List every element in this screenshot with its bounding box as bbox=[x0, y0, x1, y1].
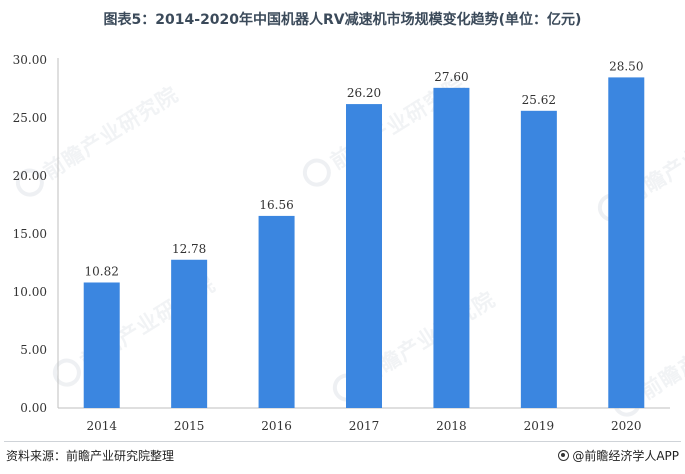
data-label: 12.78 bbox=[172, 242, 206, 256]
y-tick-label: 10.00 bbox=[13, 285, 47, 299]
x-tick-label: 2015 bbox=[174, 419, 205, 433]
bar bbox=[346, 104, 382, 408]
bar bbox=[258, 215, 295, 408]
y-tick-label: 5.00 bbox=[20, 343, 47, 357]
y-tick-label: 30.00 bbox=[13, 53, 47, 67]
data-label: 25.62 bbox=[522, 93, 556, 107]
bar bbox=[520, 110, 557, 409]
x-tick-label: 2018 bbox=[436, 419, 467, 433]
bar bbox=[433, 87, 470, 408]
source-note: 资料来源：前瞻产业研究院整理 bbox=[6, 449, 175, 463]
data-label: 26.20 bbox=[347, 86, 381, 100]
x-tick-label: 2014 bbox=[86, 419, 117, 433]
x-tick-label: 2017 bbox=[349, 419, 380, 433]
x-tick-label: 2020 bbox=[611, 419, 642, 433]
x-tick-label: 2016 bbox=[261, 419, 292, 433]
brand-credit: @前瞻经济学人APP bbox=[558, 447, 679, 464]
y-tick-label: 25.00 bbox=[13, 111, 47, 125]
data-label: 27.60 bbox=[434, 70, 468, 84]
data-label: 10.82 bbox=[85, 264, 119, 278]
y-tick-label: 0.00 bbox=[20, 401, 47, 415]
brand-logo-icon bbox=[558, 450, 570, 461]
bar bbox=[83, 282, 120, 408]
bar bbox=[171, 259, 208, 408]
x-tick-label: 2019 bbox=[524, 419, 555, 433]
bar bbox=[608, 77, 645, 409]
y-tick-label: 15.00 bbox=[13, 227, 47, 241]
brand-text: @前瞻经济学人APP bbox=[572, 449, 679, 463]
y-tick-label: 20.00 bbox=[13, 169, 47, 183]
chart-title: 图表5：2014-2020年中国机器人RV减速机市场规模变化趋势(单位：亿元) bbox=[103, 12, 582, 28]
data-label: 28.50 bbox=[609, 59, 643, 73]
data-label: 16.56 bbox=[259, 198, 293, 212]
footer-divider bbox=[4, 441, 681, 442]
